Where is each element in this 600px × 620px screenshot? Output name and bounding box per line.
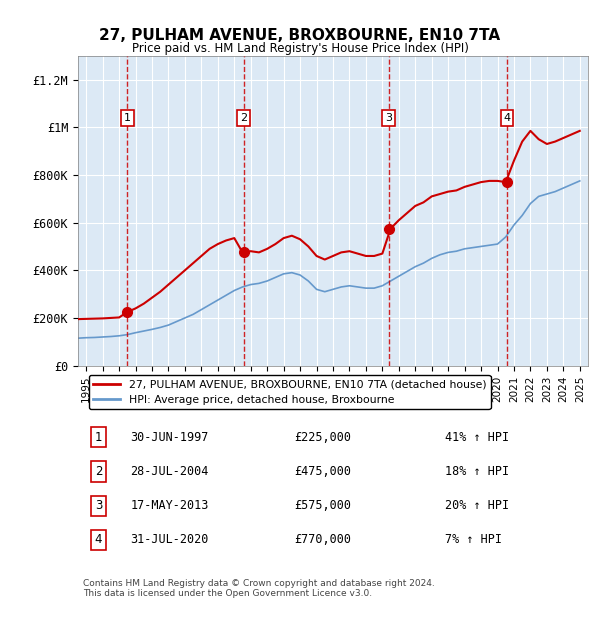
Text: 4: 4 (503, 113, 511, 123)
Text: 1: 1 (95, 431, 102, 444)
Text: 31-JUL-2020: 31-JUL-2020 (131, 533, 209, 546)
Text: 1: 1 (124, 113, 131, 123)
Text: 30-JUN-1997: 30-JUN-1997 (131, 431, 209, 444)
Text: £575,000: £575,000 (294, 499, 351, 512)
Text: £225,000: £225,000 (294, 431, 351, 444)
Text: 17-MAY-2013: 17-MAY-2013 (131, 499, 209, 512)
Text: 7% ↑ HPI: 7% ↑ HPI (445, 533, 502, 546)
Text: 3: 3 (95, 499, 102, 512)
Text: 4: 4 (95, 533, 102, 546)
Text: 41% ↑ HPI: 41% ↑ HPI (445, 431, 509, 444)
Text: Price paid vs. HM Land Registry's House Price Index (HPI): Price paid vs. HM Land Registry's House … (131, 42, 469, 55)
Text: 3: 3 (385, 113, 392, 123)
Text: 28-JUL-2004: 28-JUL-2004 (131, 465, 209, 478)
Text: £475,000: £475,000 (294, 465, 351, 478)
Text: 27, PULHAM AVENUE, BROXBOURNE, EN10 7TA: 27, PULHAM AVENUE, BROXBOURNE, EN10 7TA (100, 28, 500, 43)
Text: 20% ↑ HPI: 20% ↑ HPI (445, 499, 509, 512)
Text: 2: 2 (240, 113, 247, 123)
Text: 18% ↑ HPI: 18% ↑ HPI (445, 465, 509, 478)
Text: Contains HM Land Registry data © Crown copyright and database right 2024.
This d: Contains HM Land Registry data © Crown c… (83, 579, 435, 598)
Legend: 27, PULHAM AVENUE, BROXBOURNE, EN10 7TA (detached house), HPI: Average price, de: 27, PULHAM AVENUE, BROXBOURNE, EN10 7TA … (89, 375, 491, 409)
Text: £770,000: £770,000 (294, 533, 351, 546)
Text: 2: 2 (95, 465, 102, 478)
